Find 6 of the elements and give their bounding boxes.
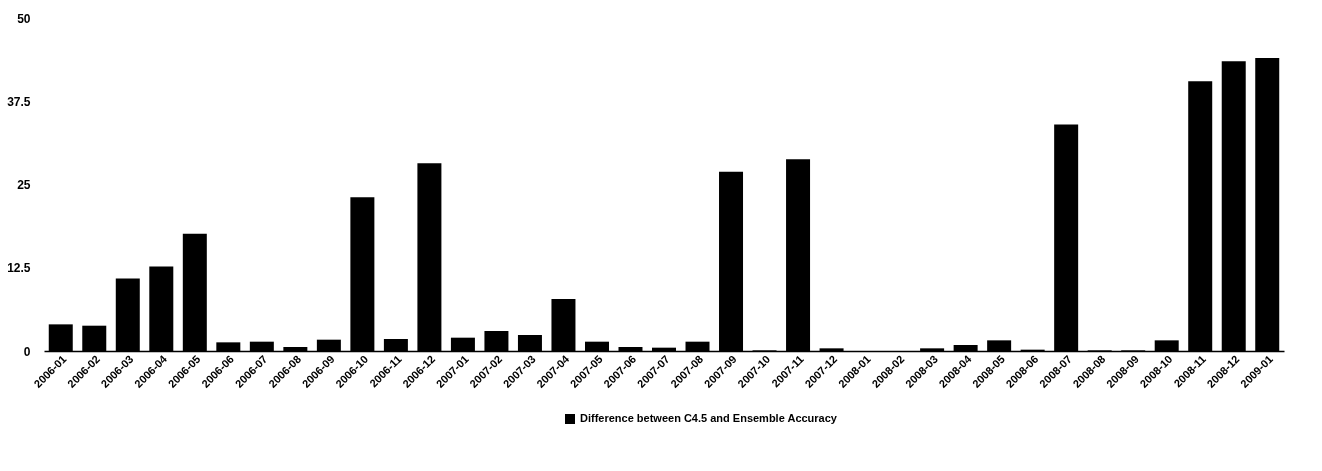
y-tick-label: 12.5 [7, 261, 31, 276]
legend-label: Difference between C4.5 and Ensemble Accuracy [580, 412, 838, 424]
y-tick-label: 37.5 [7, 94, 31, 109]
y-tick-label: 25 [17, 178, 31, 192]
y-tick-label: 50 [17, 11, 31, 26]
y-tick-label: 0 [23, 344, 31, 359]
